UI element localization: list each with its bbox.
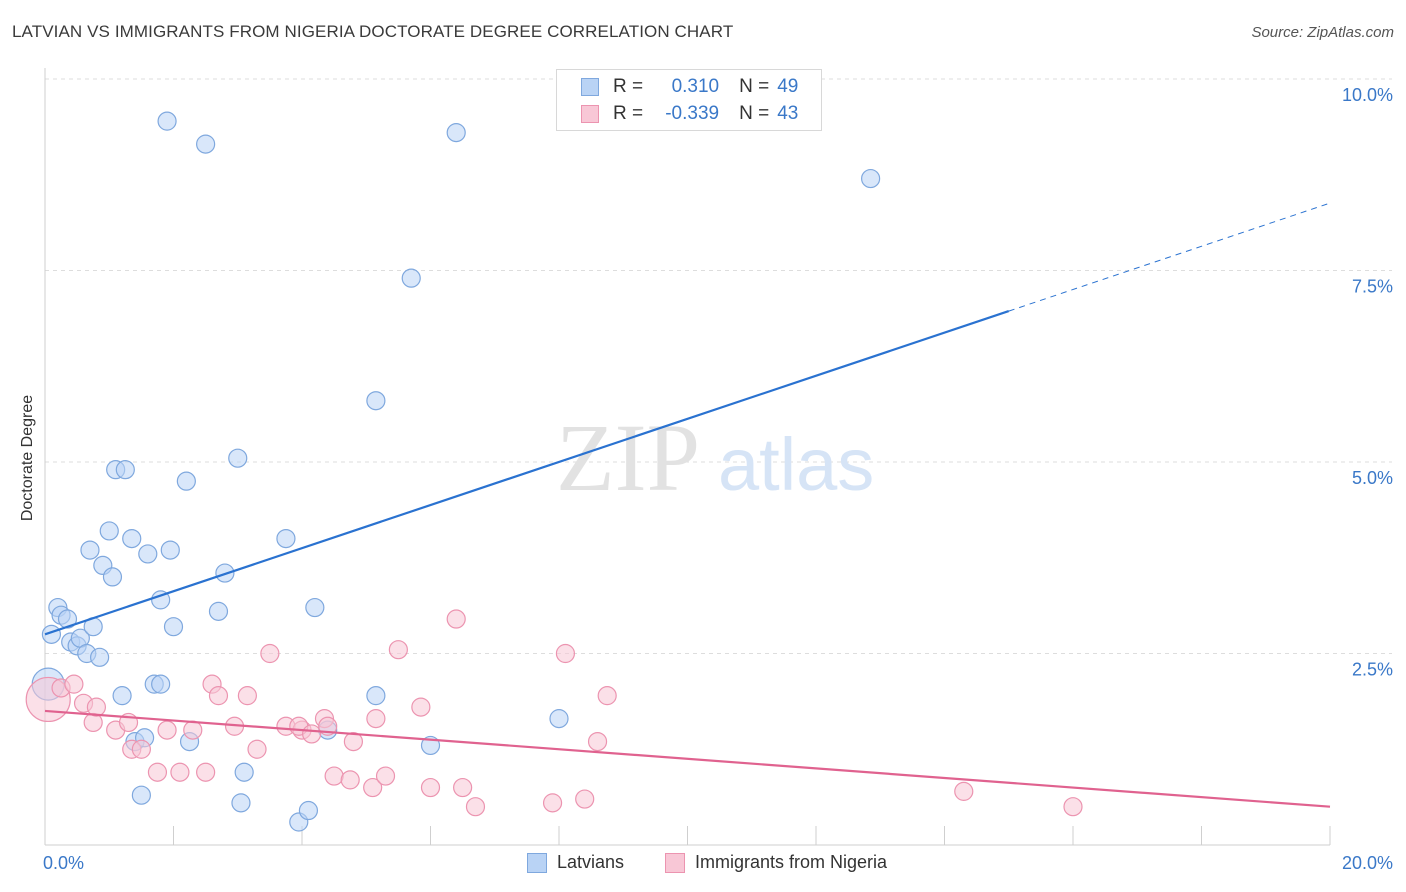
- nigeria-point: [183, 720, 203, 740]
- y-tick-label: 5.0%: [1352, 468, 1393, 488]
- nigeria-point: [86, 697, 107, 717]
- nigeria-point: [388, 640, 408, 660]
- legend-n-label: N =: [739, 76, 770, 97]
- legend-n-value: 43: [777, 103, 799, 124]
- chart-title: LATVIAN VS IMMIGRANTS FROM NIGERIA DOCTO…: [12, 22, 734, 41]
- latvian-point: [366, 686, 386, 706]
- legend-item-nigeria[interactable]: Immigrants from Nigeria: [665, 852, 887, 873]
- nigeria-point: [597, 686, 617, 706]
- legend-n-label: N =: [739, 103, 770, 124]
- nigeria-point: [340, 770, 360, 790]
- nigeria-point: [465, 797, 486, 817]
- nigeria-point: [208, 686, 229, 706]
- nigeria-point: [64, 674, 84, 694]
- latvian-point: [234, 762, 254, 782]
- latvian-point: [208, 601, 229, 621]
- series-legend: Latvians Immigrants from Nigeria: [0, 852, 1406, 878]
- latvian-point: [80, 540, 100, 560]
- latvian-point: [131, 785, 151, 805]
- legend-r-label: R =: [613, 76, 644, 97]
- nigeria-point: [157, 720, 177, 740]
- nigeria-point: [366, 709, 386, 729]
- nigeria-point: [147, 762, 168, 782]
- nigeria-point: [260, 643, 280, 664]
- y-tick-label: 7.5%: [1352, 277, 1393, 297]
- latvian-point: [176, 471, 196, 491]
- nigeria-point: [1063, 797, 1083, 817]
- latvian-point: [57, 609, 78, 629]
- latvian-point: [276, 528, 296, 549]
- latvian-point: [90, 647, 110, 667]
- latvian-trendline-extension: [1008, 202, 1331, 312]
- nigeria-point: [324, 766, 344, 786]
- legend-item-label: Immigrants from Nigeria: [695, 852, 888, 872]
- latvian-point: [102, 567, 123, 587]
- latvian-point: [163, 617, 184, 637]
- nigeria-point: [954, 781, 974, 801]
- legend-r-label: R =: [613, 103, 644, 124]
- latvian-point: [99, 521, 119, 541]
- latvian-point: [401, 268, 421, 288]
- latvian-point: [298, 800, 319, 821]
- x-tick-label: 20.0%: [1342, 853, 1393, 873]
- legend-item-label: Latvians: [557, 852, 625, 872]
- legend-swatch-pink: [665, 852, 685, 873]
- latvian-trendline: [44, 310, 1010, 636]
- legend-swatch-pink: [581, 105, 599, 123]
- legend-n-value: 49: [777, 76, 799, 97]
- watermark-zip: ZIP: [556, 404, 700, 511]
- latvian-point: [231, 793, 251, 813]
- latvian-point: [115, 460, 135, 480]
- legend-swatch-blue: [581, 78, 599, 96]
- latvian-point: [366, 391, 386, 411]
- nigeria-point: [302, 724, 322, 744]
- nigeria-point: [375, 766, 396, 786]
- watermark-atlas: atlas: [718, 423, 874, 506]
- legend-item-latvians[interactable]: Latvians: [527, 852, 624, 873]
- latvian-point: [157, 111, 177, 131]
- nigeria-point: [131, 739, 151, 759]
- nigeria-point: [575, 789, 595, 809]
- latvian-point: [196, 134, 216, 154]
- nigeria-point: [542, 793, 563, 813]
- latvian-point: [122, 528, 142, 549]
- legend-row-nigeria: R = -0.339 N = 43: [581, 102, 798, 126]
- y-tick-label: 10.0%: [1342, 85, 1393, 105]
- legend-r-value: 0.310: [671, 76, 720, 97]
- legend-swatch-blue: [527, 852, 547, 873]
- latvian-point: [861, 168, 881, 189]
- latvian-point: [151, 590, 171, 610]
- nigeria-trendline: [44, 709, 1331, 808]
- x-tick-label: 0.0%: [43, 853, 84, 873]
- y-tick-label: 2.5%: [1352, 660, 1393, 680]
- nigeria-point: [587, 731, 608, 752]
- latvian-point: [228, 448, 248, 468]
- nigeria-point: [363, 777, 383, 798]
- latvian-point: [446, 123, 466, 143]
- latvian-point: [305, 597, 325, 618]
- nigeria-point: [453, 777, 473, 798]
- nigeria-point: [247, 739, 267, 759]
- latvian-point: [160, 540, 180, 560]
- nigeria-point: [411, 697, 431, 717]
- latvian-point: [151, 674, 171, 694]
- latvian-point: [112, 686, 132, 706]
- nigeria-point: [446, 609, 466, 629]
- nigeria-point: [196, 762, 216, 782]
- source-label: Source: ZipAtlas.com: [1251, 24, 1394, 41]
- nigeria-point: [555, 643, 576, 664]
- legend-row-latvians: R = 0.310 N = 49: [581, 75, 798, 99]
- nigeria-point: [237, 686, 257, 706]
- nigeria-point: [343, 731, 363, 752]
- latvian-point: [549, 709, 569, 729]
- stats-legend: R = 0.310 N = 49 R = -0.339 N = 43: [556, 69, 822, 131]
- nigeria-point: [170, 762, 190, 782]
- latvian-point: [138, 544, 158, 564]
- nigeria-point: [420, 777, 441, 798]
- legend-r-value: -0.339: [665, 103, 720, 124]
